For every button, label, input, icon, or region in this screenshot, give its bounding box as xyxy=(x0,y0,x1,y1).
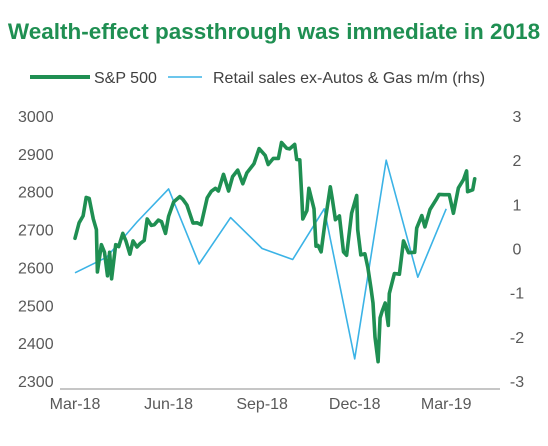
y-axis-right: 3 2 1 0 -1 -2 -3 xyxy=(510,109,524,391)
y-tick-right: 2 xyxy=(513,153,522,170)
x-tick: Jun-18 xyxy=(144,396,193,413)
x-tick: Mar-19 xyxy=(421,396,472,413)
y-tick-right: -1 xyxy=(510,286,524,303)
y-tick-right: 3 xyxy=(513,109,522,126)
series-line-retail-sales xyxy=(74,159,447,360)
x-tick: Sep-18 xyxy=(236,396,288,413)
y-tick-left: 2400 xyxy=(18,336,54,353)
legend-label-retail: Retail sales ex-Autos & Gas m/m (rhs) xyxy=(213,70,485,87)
y-tick-right: 1 xyxy=(513,197,522,214)
chart-title: Wealth-effect passthrough was immediate … xyxy=(7,19,541,44)
y-tick-left: 2900 xyxy=(18,147,54,164)
y-axis-left: 3000 2900 2800 2700 2600 2500 2400 2300 xyxy=(18,109,54,391)
legend-label-sp500: S&P 500 xyxy=(94,70,157,87)
x-tick: Mar-18 xyxy=(50,396,101,413)
y-tick-left: 2600 xyxy=(18,260,54,277)
y-tick-left: 3000 xyxy=(18,109,54,126)
x-tick: Dec-18 xyxy=(329,396,381,413)
y-tick-left: 2800 xyxy=(18,185,54,202)
y-tick-left: 2700 xyxy=(18,223,54,240)
y-tick-right: -3 xyxy=(510,374,524,391)
y-tick-left: 2500 xyxy=(18,298,54,315)
y-tick-left: 2300 xyxy=(18,374,54,391)
y-tick-right: -2 xyxy=(510,330,524,347)
y-tick-right: 0 xyxy=(513,242,522,259)
legend: S&P 500 Retail sales ex-Autos & Gas m/m … xyxy=(30,70,485,87)
x-axis: Mar-18 Jun-18 Sep-18 Dec-18 Mar-19 xyxy=(50,396,472,413)
series-line-sp500 xyxy=(73,140,477,364)
